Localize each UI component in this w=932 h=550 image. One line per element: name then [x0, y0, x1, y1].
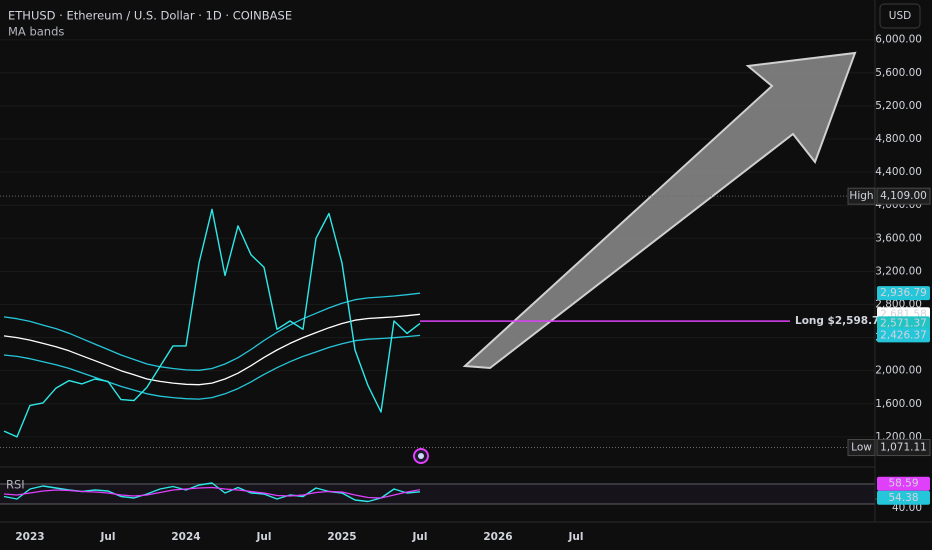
price-tag-bg: [877, 328, 930, 343]
price-tag: 2,936.79: [880, 287, 927, 299]
low-tag: Low: [851, 442, 872, 454]
target-arrow: [462, 51, 857, 370]
event-icon-dot: [418, 453, 424, 459]
price-tag-bg: [877, 476, 930, 491]
y-tick-label: 6,000.00: [875, 34, 922, 46]
plot-layer: [3, 208, 421, 503]
high-tag: High: [849, 190, 873, 202]
x-tick-label: 2024: [171, 531, 200, 543]
high-price: 4,109.00: [880, 190, 927, 202]
price-tag-bg: [877, 286, 930, 301]
y-tick-label: 2,000.00: [875, 365, 922, 377]
price-tag: 2,426.37: [880, 329, 927, 341]
indicator-name: MA bands: [8, 25, 64, 39]
price-tag-bg: [877, 490, 930, 505]
rsi-band: [0, 484, 875, 504]
high-price-bg: [876, 187, 931, 205]
y-tick-label: 5,200.00: [875, 100, 922, 112]
y-tick-label: 3,200.00: [875, 265, 922, 277]
currency-button[interactable]: [879, 3, 921, 29]
x-tick-label: 2026: [483, 531, 512, 543]
y-tick-label: 1,600.00: [875, 398, 922, 410]
x-tick-label: Jul: [412, 531, 428, 543]
rsi-tick-label: 40.00: [892, 502, 922, 514]
position-label: Long $2,598.77: [795, 315, 887, 327]
band-line: [3, 292, 421, 371]
band-line: [3, 334, 421, 400]
x-tick-label: 2023: [15, 531, 44, 543]
low-price: 1,071.11: [880, 442, 927, 454]
x-tick-label: Jul: [256, 531, 272, 543]
y-tick-label: 5,600.00: [875, 67, 922, 79]
price-tag-bg: [877, 316, 930, 331]
y-tick-label: 4,400.00: [875, 166, 922, 178]
rsi-title: RSI: [6, 478, 25, 492]
y-tick-label: 3,600.00: [875, 232, 922, 244]
series-line: [3, 486, 421, 499]
low-price-bg: [876, 439, 931, 457]
high-tag-bg: [847, 187, 876, 205]
price-tag: 58.59: [888, 478, 918, 490]
low-tag-bg: [847, 439, 876, 457]
chart-title: ETHUSD · Ethereum / U.S. Dollar · 1D · C…: [8, 9, 292, 23]
x-tick-label: Jul: [100, 531, 116, 543]
y-tick-label: 4,800.00: [875, 133, 922, 145]
overlay-layer: High 4,109.00 Low 1,071.11 Long $2,598.77 2,9…: [0, 187, 931, 505]
price-tag: 54.38: [888, 492, 918, 504]
x-tick-label: 2025: [327, 531, 356, 543]
price-line: [3, 208, 421, 438]
price-tag: 2,571.37: [880, 317, 927, 329]
currency[interactable]: USD: [889, 10, 911, 22]
x-tick-label: Jul: [568, 531, 584, 543]
